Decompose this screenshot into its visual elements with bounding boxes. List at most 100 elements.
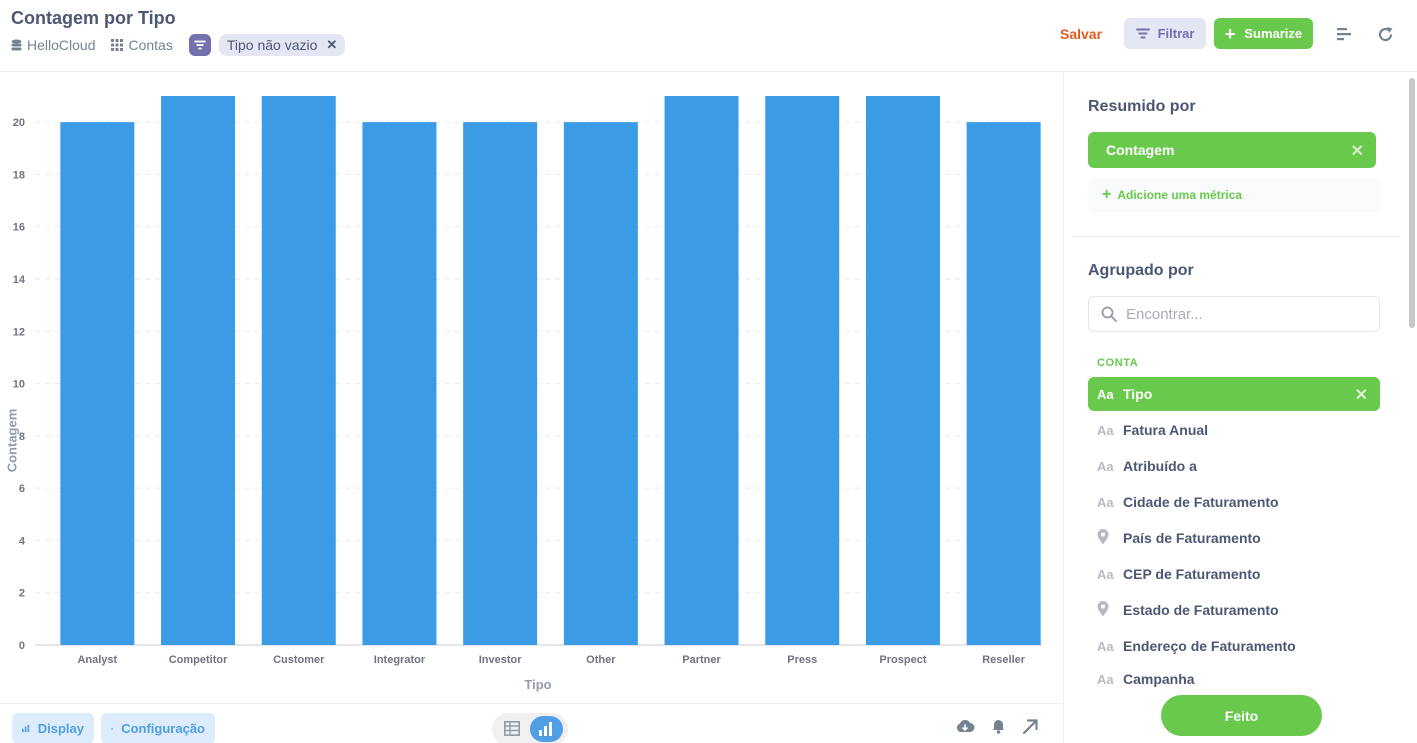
list-icon[interactable] [1337,28,1353,41]
query-header: Contagem por Tipo HelloCloud Contas Tipo… [0,0,1417,72]
field-search[interactable] [1088,296,1380,332]
x-tick-label: Other [586,654,616,666]
field-label: Campanha [1123,671,1195,687]
x-tick-label: Prospect [879,654,926,666]
field-campanha[interactable]: Aa Campanha [1088,665,1380,687]
filter-button-label: Filtrar [1157,26,1195,41]
field-label: Estado de Faturamento [1123,602,1279,618]
table-name: Contas [128,37,173,53]
text-icon: Aa [1097,638,1114,654]
section-label: CONTA [1097,357,1139,369]
arrow-up-right-icon[interactable] [1022,718,1039,735]
download-icon[interactable] [955,719,975,734]
bar [261,96,336,645]
field-atribuido-a[interactable]: Aa Atribuído a [1088,449,1380,483]
summarized-by-title: Resumido por [1088,98,1196,115]
field-estado-de-faturamento[interactable]: Estado de Faturamento [1088,593,1380,627]
field-endereco-de-faturamento[interactable]: Aa Endereço de Faturamento [1088,629,1380,663]
field-label: CEP de Faturamento [1123,566,1261,582]
breadcrumb-table[interactable]: Contas [111,37,173,53]
search-input[interactable] [1126,305,1366,323]
y-tick-label: 2 [19,588,25,600]
summarize-button-label: Sumarize [1244,26,1303,41]
bar [362,122,437,646]
field-label: Tipo [1123,386,1153,402]
y-tick-label: 4 [19,535,26,547]
y-tick-label: 0 [19,640,25,652]
bar [60,122,135,646]
display-button[interactable]: Display [12,713,94,743]
view-toggle [492,713,568,743]
location-pin-icon [1097,528,1114,548]
y-tick-label: 18 [13,169,25,181]
filter-pill[interactable]: Tipo não vazio ✕ [218,34,346,56]
done-button[interactable]: Feito [1161,695,1322,736]
x-tick-label: Reseller [982,654,1026,666]
metric-pill[interactable]: Contagem ✕ [1088,132,1376,168]
add-metric-button[interactable]: + Adicione uma métrica [1088,178,1380,212]
table-icon[interactable] [504,721,520,736]
close-icon[interactable]: ✕ [1354,387,1368,404]
bar [664,96,739,645]
y-tick-label: 14 [13,274,26,286]
x-tick-label: Analyst [77,654,117,666]
bell-icon[interactable] [991,718,1006,734]
grid-icon [111,39,124,51]
gear-icon [111,727,114,730]
x-tick-label: Integrator [374,654,426,666]
refresh-icon[interactable] [1377,26,1394,43]
breadcrumb-database[interactable]: HelloCloud [11,37,95,53]
settings-button-label: Configuração [121,721,205,736]
field-tipo[interactable]: Aa Tipo ✕ [1088,377,1380,411]
bar-chart-icon [22,724,30,733]
location-pin-icon [1097,600,1114,620]
x-tick-label: Customer [273,654,325,666]
field-label: Endereço de Faturamento [1123,638,1296,654]
text-icon: Aa [1097,458,1114,474]
add-metric-label: Adicione uma métrica [1117,188,1243,202]
text-icon: Aa [1097,566,1114,582]
query-footer: Display Configuração [0,703,1063,743]
text-icon: Aa [1097,494,1114,510]
filter-button[interactable]: Filtrar [1124,18,1206,49]
bar [463,122,538,646]
y-tick-label: 20 [13,117,25,129]
close-icon[interactable]: ✕ [1350,143,1364,160]
plus-icon: + [1224,23,1236,44]
text-icon: Aa [1097,672,1114,687]
text-icon: Aa [1097,386,1114,402]
filter-icon [1135,28,1150,39]
bar [865,96,940,645]
x-tick-label: Investor [479,654,523,666]
bar-chart-icon [539,722,552,736]
sidebar-scrollbar[interactable] [1409,78,1415,328]
y-tick-label: 12 [13,326,25,338]
save-button[interactable]: Salvar [1060,26,1103,42]
database-icon [11,39,22,51]
plus-icon: + [1102,186,1112,203]
breadcrumb: HelloCloud Contas Tipo não vazio ✕ [11,34,346,56]
x-tick-label: Competitor [169,654,228,666]
chart-view-button[interactable] [530,716,563,742]
bar-chart: 0 2 4 6 8 10 12 14 16 18 20 Analyst Competitor Custom… [13,96,1042,692]
divider [1072,236,1400,237]
page-title[interactable]: Contagem por Tipo [11,8,176,28]
bar [161,96,236,645]
field-fatura-anual[interactable]: Aa Fatura Anual [1088,413,1380,447]
field-label: País de Faturamento [1123,530,1261,546]
close-icon[interactable]: ✕ [326,37,338,52]
settings-button[interactable]: Configuração [101,713,215,743]
field-cidade-de-faturamento[interactable]: Aa Cidade de Faturamento [1088,485,1380,519]
y-tick-label: 10 [13,379,25,391]
x-tick-label: Press [787,654,817,666]
database-name: HelloCloud [27,37,96,53]
field-label: Atribuído a [1123,458,1197,474]
y-tick-label: 6 [19,483,25,495]
filter-toggle-button[interactable] [188,34,211,56]
field-pais-de-faturamento[interactable]: País de Faturamento [1088,521,1380,555]
chart-area: 0 2 4 6 8 10 12 14 16 18 20 Analyst Competitor Custom… [0,73,1063,703]
y-axis-label: Contagem [4,408,20,473]
summarize-button[interactable]: + Sumarize [1214,18,1313,49]
field-cep-de-faturamento[interactable]: Aa CEP de Faturamento [1088,557,1380,591]
filter-icon [193,40,206,50]
